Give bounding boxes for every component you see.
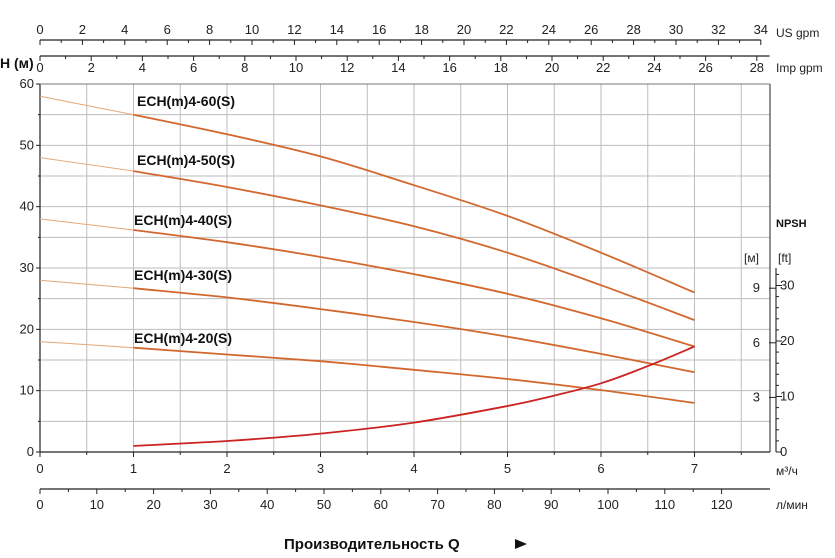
imp-gpm-tick-label: 8 xyxy=(241,60,248,75)
us-gpm-tick-label: 2 xyxy=(79,22,86,37)
x-tick-label: 6 xyxy=(597,461,604,476)
curve-label: ECH(m)4-20(S) xyxy=(134,330,232,346)
imp-gpm-tick-label: 18 xyxy=(494,60,508,75)
x-tick-label: 5 xyxy=(504,461,511,476)
curve-ech-m-4-20-s- xyxy=(133,346,695,404)
imp-gpm-unit: Imp gpm xyxy=(776,61,823,75)
lmin-tick-label: 80 xyxy=(487,497,501,512)
imp-gpm-tick-label: 24 xyxy=(647,60,661,75)
us-gpm-tick-label: 26 xyxy=(584,22,598,37)
curve-ech-m-4-60-s- xyxy=(133,113,695,294)
y-tick-label: 40 xyxy=(20,199,34,214)
us-gpm-tick-label: 24 xyxy=(542,22,556,37)
imp-gpm-tick-label: 20 xyxy=(545,60,559,75)
lmin-tick-label: 20 xyxy=(146,497,160,512)
us-gpm-tick-label: 14 xyxy=(330,22,344,37)
us-gpm-tick-label: 22 xyxy=(499,22,513,37)
imp-gpm-tick-label: 12 xyxy=(340,60,354,75)
us-gpm-tick-label: 30 xyxy=(669,22,683,37)
x-tick-label: 7 xyxy=(691,461,698,476)
lmin-unit-label: л/мин xyxy=(776,498,808,512)
lmin-tick-label: 60 xyxy=(374,497,388,512)
x-tick-label: 3 xyxy=(317,461,324,476)
npsh-m-tick-label: 9 xyxy=(753,280,760,295)
imp-gpm-tick-label: 22 xyxy=(596,60,610,75)
imp-gpm-tick-label: 6 xyxy=(190,60,197,75)
x-axis-title: Производительность Q xyxy=(284,536,460,553)
imp-gpm-tick-label: 4 xyxy=(139,60,146,75)
imp-gpm-tick-label: 10 xyxy=(289,60,303,75)
y-tick-label: 10 xyxy=(20,383,34,398)
npsh-m-tick-label: 3 xyxy=(753,389,760,404)
curve-ech-m-4-50-s- xyxy=(133,170,695,321)
lmin-tick-label: 30 xyxy=(203,497,217,512)
npsh-ft-tick-label: 30 xyxy=(780,278,794,293)
us-gpm-tick-label: 18 xyxy=(414,22,428,37)
us-gpm-tick-label: 10 xyxy=(245,22,259,37)
npsh-unit-m: [м] xyxy=(744,251,759,265)
lmin-tick-label: 120 xyxy=(711,497,733,512)
x-tick-label: 0 xyxy=(36,461,43,476)
npsh-axis-title: NPSH xyxy=(776,218,807,230)
curve-extension xyxy=(39,218,134,231)
lmin-tick-label: 0 xyxy=(36,497,43,512)
npsh-ft-tick-label: 10 xyxy=(780,389,794,404)
npsh-m-tick-label: 6 xyxy=(753,335,760,350)
us-gpm-tick-label: 34 xyxy=(754,22,768,37)
imp-gpm-tick-label: 0 xyxy=(36,60,43,75)
lmin-tick-label: 70 xyxy=(430,497,444,512)
curve-label: ECH(m)4-50(S) xyxy=(137,152,235,168)
y-tick-label: 30 xyxy=(20,260,34,275)
y-tick-label: 0 xyxy=(27,444,34,459)
us-gpm-tick-label: 16 xyxy=(372,22,386,37)
npsh-unit-ft: [ft] xyxy=(778,251,791,265)
x-tick-label: 4 xyxy=(410,461,417,476)
lmin-tick-label: 100 xyxy=(597,497,619,512)
curve-ech-m-4-40-s- xyxy=(133,229,695,348)
curve-extension xyxy=(39,279,134,289)
imp-gpm-tick-label: 26 xyxy=(698,60,712,75)
curve-extension xyxy=(39,95,134,116)
x-unit-label: м³/ч xyxy=(776,464,798,478)
x-tick-label: 1 xyxy=(130,461,137,476)
x-tick-label: 2 xyxy=(223,461,230,476)
curve-ech-m-4-30-s- xyxy=(133,287,695,374)
imp-gpm-tick-label: 14 xyxy=(391,60,405,75)
x-axis-arrow-icon xyxy=(515,539,527,549)
curve-extension xyxy=(39,341,134,349)
y-tick-label: 50 xyxy=(20,137,34,152)
us-gpm-tick-label: 12 xyxy=(287,22,301,37)
us-gpm-tick-label: 32 xyxy=(711,22,725,37)
imp-gpm-tick-label: 28 xyxy=(750,60,764,75)
us-gpm-tick-label: 28 xyxy=(626,22,640,37)
us-gpm-tick-label: 8 xyxy=(206,22,213,37)
npsh-curve xyxy=(133,345,695,447)
y-tick-label: 20 xyxy=(20,321,34,336)
curve-label: ECH(m)4-60(S) xyxy=(137,93,235,109)
curve-extension xyxy=(39,157,134,172)
npsh-ft-tick-label: 0 xyxy=(780,444,787,459)
us-gpm-tick-label: 4 xyxy=(121,22,128,37)
lmin-tick-label: 110 xyxy=(654,497,675,512)
us-gpm-tick-label: 0 xyxy=(36,22,43,37)
curve-label: ECH(m)4-40(S) xyxy=(134,212,232,228)
npsh-ft-tick-label: 20 xyxy=(780,333,794,348)
us-gpm-tick-label: 6 xyxy=(164,22,171,37)
y-axis-title: H (м) xyxy=(0,55,34,71)
lmin-tick-label: 40 xyxy=(260,497,274,512)
y-tick-label: 60 xyxy=(20,76,34,91)
lmin-tick-label: 90 xyxy=(544,497,558,512)
lmin-tick-label: 50 xyxy=(317,497,331,512)
imp-gpm-tick-label: 16 xyxy=(442,60,456,75)
lmin-tick-label: 10 xyxy=(90,497,104,512)
curve-label: ECH(m)4-30(S) xyxy=(134,267,232,283)
us-gpm-tick-label: 20 xyxy=(457,22,471,37)
imp-gpm-tick-label: 2 xyxy=(88,60,95,75)
us-gpm-unit: US gpm xyxy=(776,26,819,40)
